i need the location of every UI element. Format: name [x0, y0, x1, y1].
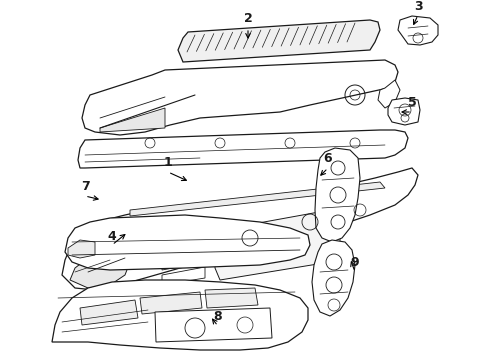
Polygon shape [62, 168, 418, 290]
Polygon shape [65, 215, 310, 270]
Polygon shape [315, 148, 360, 242]
Text: 5: 5 [408, 96, 416, 109]
Polygon shape [70, 250, 130, 288]
Polygon shape [388, 98, 420, 125]
Polygon shape [140, 292, 202, 314]
Polygon shape [215, 210, 340, 280]
Polygon shape [378, 80, 400, 108]
Polygon shape [398, 16, 438, 45]
Text: 9: 9 [351, 256, 359, 270]
Polygon shape [205, 288, 258, 308]
Polygon shape [155, 308, 272, 342]
Polygon shape [80, 300, 138, 325]
Polygon shape [162, 250, 205, 270]
Polygon shape [130, 182, 385, 216]
Text: 6: 6 [324, 153, 332, 166]
Text: 1: 1 [164, 157, 172, 170]
Polygon shape [312, 240, 355, 316]
Text: 2: 2 [244, 13, 252, 26]
Polygon shape [52, 280, 308, 350]
Polygon shape [82, 60, 398, 135]
Polygon shape [100, 108, 165, 132]
Text: 4: 4 [108, 230, 117, 243]
Text: 3: 3 [414, 0, 422, 13]
Polygon shape [68, 240, 95, 258]
Polygon shape [78, 130, 408, 168]
Polygon shape [162, 267, 205, 285]
Text: 7: 7 [81, 180, 89, 194]
Text: 8: 8 [214, 310, 222, 324]
Polygon shape [178, 20, 380, 62]
